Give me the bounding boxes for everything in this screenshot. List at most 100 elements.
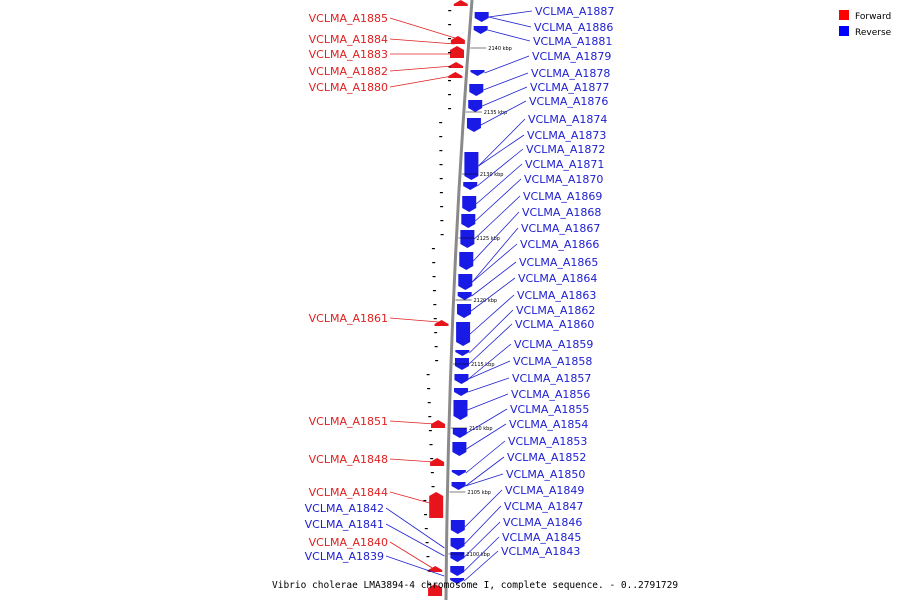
reverse-label-leader	[482, 86, 528, 107]
reverse-gene-label: VCLMA_A1872	[526, 143, 605, 156]
reverse-label-leader	[463, 536, 500, 572]
reverse-label-leader	[385, 507, 445, 549]
feature-dash	[429, 444, 433, 446]
reverse-gene-block	[451, 482, 466, 490]
reverse-gene-block	[452, 428, 467, 438]
reverse-gene-label: VCLMA_A1867	[521, 222, 600, 235]
reverse-gene-block	[452, 442, 467, 456]
reverse-label-leader	[464, 505, 502, 545]
reverse-gene-label: VCLMA_A1873	[527, 129, 606, 142]
map-caption: Vibrio cholerae LMA3894-4 chromosome I, …	[272, 580, 678, 591]
reverse-gene-label: VCLMA_A1869	[523, 190, 602, 203]
reverse-gene-label: VCLMA_A1878	[531, 67, 610, 80]
reverse-label-leader	[466, 423, 507, 450]
scale-tick-label: 2130 kbp	[480, 172, 504, 178]
reverse-gene-block	[456, 322, 471, 346]
reverse-gene-label: VCLMA_A1881	[533, 35, 612, 48]
reverse-gene-label: VCLMA_A1858	[513, 355, 592, 368]
reverse-gene-block	[454, 388, 469, 396]
feature-dash	[448, 94, 452, 96]
feature-dash	[448, 38, 452, 40]
reverse-gene-label: VCLMA_A1849	[505, 484, 584, 497]
scale-tick-label: 2120 kbp	[474, 298, 498, 304]
forward-gene-block	[448, 72, 463, 78]
reverse-gene-block	[466, 118, 481, 132]
feature-dash	[431, 486, 435, 488]
feature-dash	[424, 514, 428, 516]
scale-tick-label: 2100 kbp	[466, 552, 490, 558]
feature-dash	[428, 430, 432, 432]
forward-label-leader	[389, 458, 435, 463]
scale-tick-label: 2110 kbp	[469, 426, 493, 432]
reverse-label-leader	[474, 195, 521, 240]
forward-gene-label: VCLMA_A1844	[309, 486, 388, 499]
feature-dash	[435, 360, 439, 362]
feature-dash	[439, 178, 443, 180]
forward-label-leader	[389, 65, 454, 72]
forward-label-leader	[389, 317, 439, 323]
reverse-label-leader	[464, 489, 503, 528]
feature-dash	[439, 150, 443, 152]
reverse-gene-block	[469, 84, 484, 96]
feature-dash	[439, 122, 443, 124]
scale-tick-label: 2125 kbp	[476, 236, 500, 242]
feature-dash	[430, 458, 434, 460]
reverse-label-leader	[475, 178, 522, 222]
feature-dash	[432, 262, 436, 264]
feature-dash	[448, 10, 452, 12]
legend-forward-label: Forward	[855, 12, 891, 22]
forward-gene-block	[434, 320, 449, 326]
forward-gene-label: VCLMA_A1880	[309, 81, 388, 94]
reverse-gene-label: VCLMA_A1871	[525, 158, 604, 171]
reverse-gene-label: VCLMA_A1874	[528, 113, 607, 126]
reverse-label-leader	[471, 261, 517, 297]
feature-dash	[448, 108, 452, 110]
reverse-gene-label: VCLMA_A1887	[535, 5, 614, 18]
reverse-gene-block	[459, 252, 474, 270]
reverse-gene-label: VCLMA_A1876	[529, 95, 608, 108]
scale-tick-label: 2115 kbp	[471, 362, 495, 368]
reverse-gene-block	[461, 214, 476, 228]
reverse-label-leader	[465, 473, 504, 487]
reverse-gene-block	[470, 70, 485, 76]
forward-gene-label: VCLMA_A1848	[309, 453, 388, 466]
forward-gene-block	[429, 492, 444, 518]
feature-dash	[424, 528, 428, 530]
feature-dash	[431, 248, 435, 250]
forward-gene-label: VCLMA_A1885	[309, 12, 388, 25]
forward-gene-label: VCLMA_A1861	[309, 312, 388, 325]
feature-dash	[427, 402, 431, 404]
reverse-gene-block	[450, 566, 465, 576]
feature-dash	[425, 542, 429, 544]
forward-label-leader	[389, 541, 433, 569]
reverse-label-leader	[466, 408, 508, 434]
reverse-gene-label: VCLMA_A1862	[516, 304, 595, 317]
feature-dash	[427, 388, 431, 390]
reverse-gene-label: VCLMA_A1863	[517, 289, 596, 302]
forward-gene-label: VCLMA_A1851	[309, 415, 388, 428]
legend-reverse-label: Reverse	[855, 28, 892, 38]
reverse-gene-label: VCLMA_A1839	[305, 550, 384, 563]
legend-reverse-swatch	[839, 26, 849, 36]
reverse-gene-label: VCLMA_A1886	[534, 21, 613, 34]
reverse-gene-block	[458, 274, 473, 290]
forward-label-leader	[389, 17, 456, 39]
reverse-label-leader	[478, 118, 526, 167]
reverse-gene-label: VCLMA_A1864	[518, 272, 597, 285]
reverse-gene-block	[453, 400, 468, 420]
legend-forward-swatch	[839, 10, 849, 20]
feature-dash	[439, 164, 443, 166]
feature-dash	[440, 234, 444, 236]
forward-gene-block	[428, 566, 443, 572]
forward-label-leader	[389, 491, 434, 505]
feature-dash	[440, 206, 444, 208]
reverse-label-leader	[464, 521, 501, 558]
forward-label-leader	[389, 38, 455, 45]
reverse-label-leader	[476, 148, 524, 187]
reverse-gene-label: VCLMA_A1847	[504, 500, 583, 513]
reverse-label-leader	[484, 55, 530, 74]
reverse-label-leader	[472, 243, 518, 283]
reverse-gene-block	[464, 152, 479, 180]
feature-dash	[447, 80, 451, 82]
